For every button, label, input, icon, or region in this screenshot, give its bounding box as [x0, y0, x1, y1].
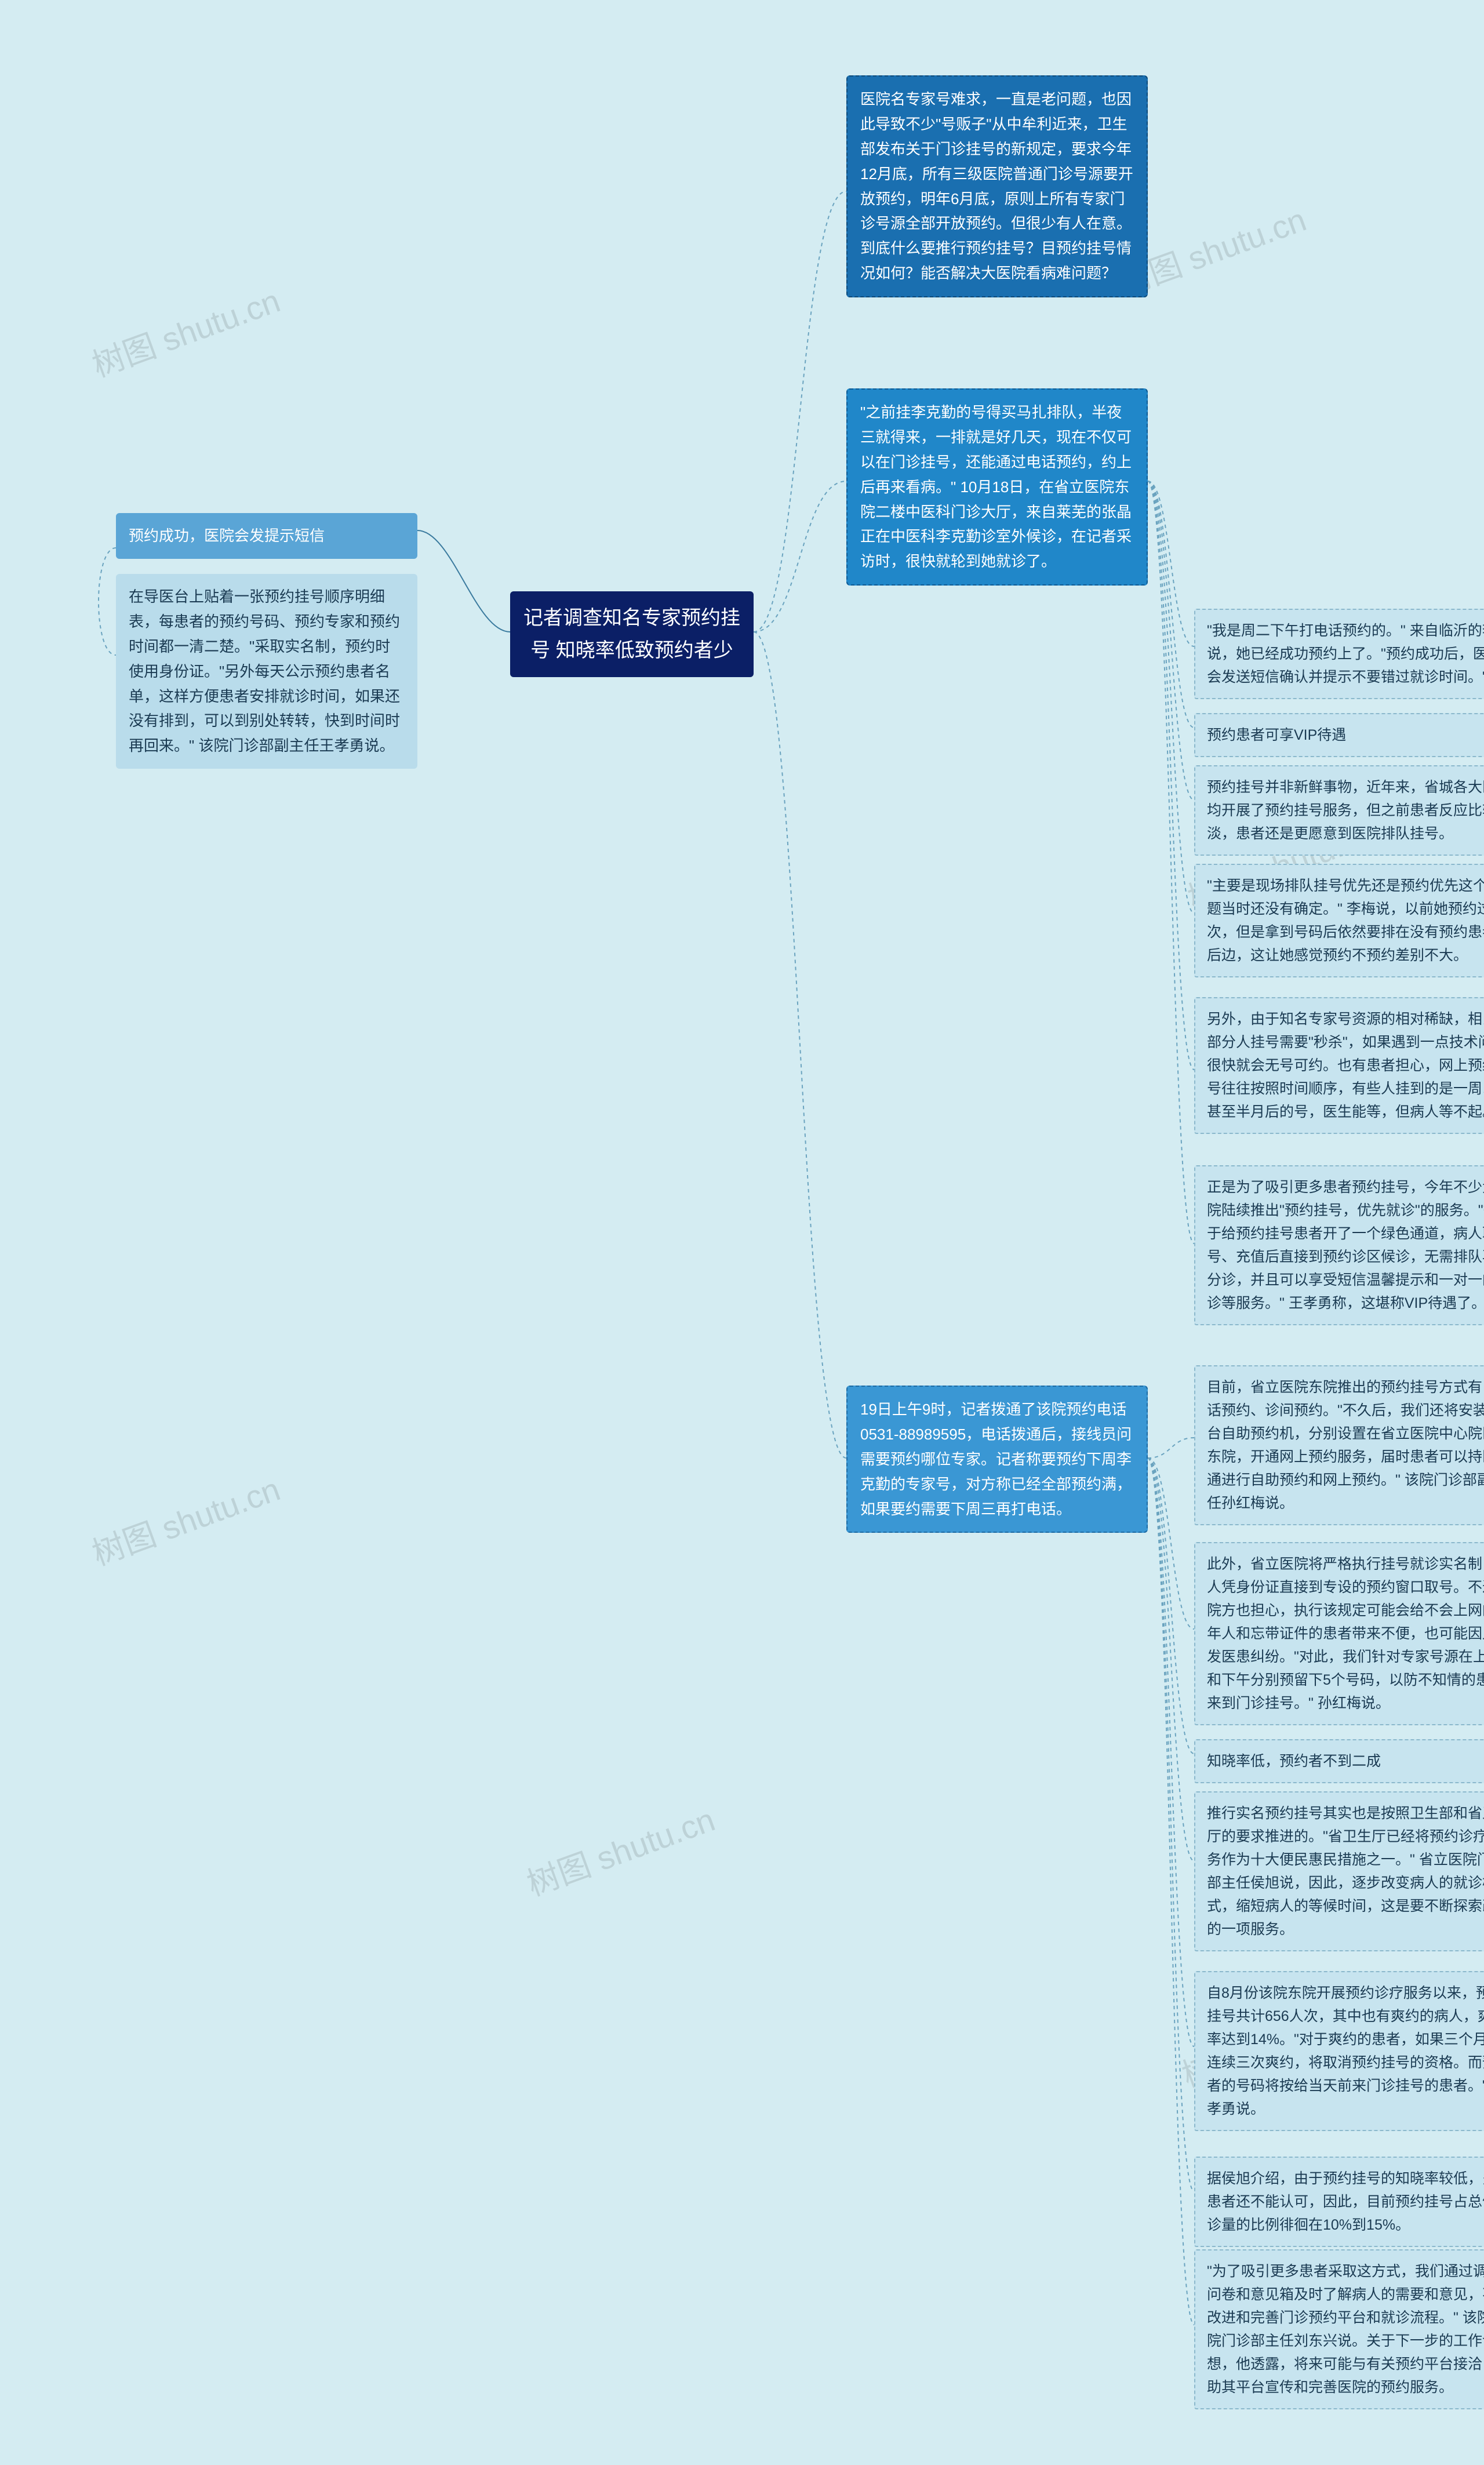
leaf-node[interactable]: 知晓率低，预约者不到二成 — [1194, 1739, 1484, 1783]
leaf-node[interactable]: "为了吸引更多患者采取这方式，我们通过调查问卷和意见箱及时了解病人的需要和意见，… — [1194, 2249, 1484, 2409]
watermark: 树图 shutu.cn — [85, 1463, 286, 1575]
leaf-node[interactable]: 预约患者可享VIP待遇 — [1194, 713, 1484, 757]
leaf-node[interactable]: 目前，省立医院东院推出的预约挂号方式有：电话预约、诊间预约。"不久后，我们还将安… — [1194, 1365, 1484, 1525]
leaf-node[interactable]: "我是周二下午打电话预约的。" 来自临沂的李梅说，她已经成功预约上了。"预约成功… — [1194, 609, 1484, 699]
watermark: 树图 shutu.cn — [519, 1794, 721, 1905]
watermark: 树图 shutu.cn — [85, 275, 286, 386]
right-node-3[interactable]: 19日上午9时，记者拨通了该院预约电话0531-88989595，电话拨通后，接… — [846, 1386, 1148, 1533]
leaf-node[interactable]: "主要是现场排队挂号优先还是预约优先这个问题当时还没有确定。" 李梅说，以前她预… — [1194, 864, 1484, 977]
root-node[interactable]: 记者调查知名专家预约挂号 知晓率低致预约者少 — [510, 591, 754, 677]
right-node-1[interactable]: 医院名专家号难求，一直是老问题，也因此导致不少"号贩子"从中牟利近来，卫生部发布… — [846, 75, 1148, 297]
leaf-node[interactable]: 正是为了吸引更多患者预约挂号，今年不少大医院陆续推出"预约挂号，优先就诊"的服务… — [1194, 1165, 1484, 1325]
left-branch-detail[interactable]: 在导医台上贴着一张预约挂号顺序明细表，每患者的预约号码、预约专家和预约时间都一清… — [116, 574, 417, 769]
leaf-node[interactable]: 推行实名预约挂号其实也是按照卫生部和省卫生厅的要求推进的。"省卫生厅已经将预约诊… — [1194, 1791, 1484, 1951]
left-branch-title[interactable]: 预约成功，医院会发提示短信 — [116, 513, 417, 559]
leaf-node[interactable]: 自8月份该院东院开展预约诊疗服务以来，预约挂号共计656人次，其中也有爽约的病人… — [1194, 1971, 1484, 2131]
leaf-node[interactable]: 此外，省立医院将严格执行挂号就诊实名制，病人凭身份证直接到专设的预约窗口取号。不… — [1194, 1542, 1484, 1725]
leaf-node[interactable]: 预约挂号并非新鲜事物，近年来，省城各大医院均开展了预约挂号服务，但之前患者反应比… — [1194, 765, 1484, 856]
leaf-node[interactable]: 另外，由于知名专家号资源的相对稀缺，相当一部分人挂号需要"秒杀"，如果遇到一点技… — [1194, 997, 1484, 1134]
right-node-2[interactable]: "之前挂李克勤的号得买马扎排队，半夜三就得来，一排就是好几天，现在不仅可以在门诊… — [846, 388, 1148, 586]
leaf-node[interactable]: 据侯旭介绍，由于预约挂号的知晓率较低，多数患者还不能认可，因此，目前预约挂号占总… — [1194, 2157, 1484, 2247]
